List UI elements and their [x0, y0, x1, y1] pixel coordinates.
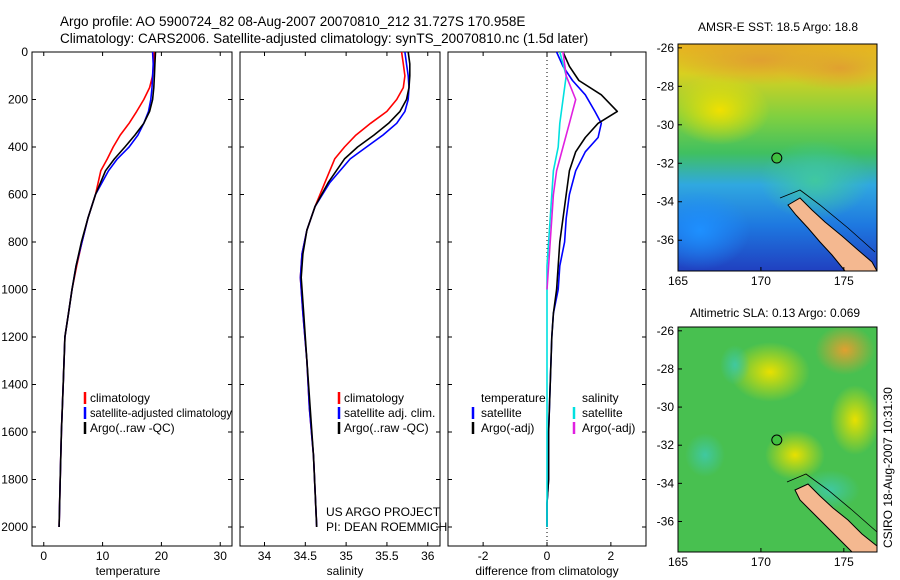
difference-legend: temperature satellite Argo(-adj) salinit… — [471, 391, 635, 435]
depth-tick-label: 1200 — [1, 330, 28, 344]
header-line-2: Climatology: CARS2006. Satellite-adjuste… — [60, 31, 588, 46]
map-lon-label: 170 — [751, 555, 771, 569]
depth-axis-ticks: 0 200 400 600 800 1000 1200 1400 1600 1800 2000 — [1, 45, 232, 534]
legend-label-temp-satellite: satellite — [481, 406, 522, 420]
sst-map-ticks: 165 170 175 -26 -28 -30 -32 -34 -36 — [657, 41, 855, 288]
x-tick-label: 36 — [421, 549, 435, 563]
series-line-salinity-argo-adj — [546, 51, 577, 290]
legend-title-salinity: salinity — [582, 391, 619, 405]
x-tick-label: 0 — [544, 549, 551, 563]
series-line-argo-raw-qc — [300, 51, 411, 528]
salinity-axes-frame — [239, 51, 441, 547]
project-annotation: US ARGO PROJECT — [326, 505, 441, 519]
sst-map-frame — [677, 43, 878, 272]
legend-label-climatology: climatology — [344, 391, 404, 405]
map-lat-label: -30 — [657, 400, 675, 414]
x-tick-label: 0 — [40, 549, 47, 563]
x-tick-label: 35 — [339, 549, 353, 563]
map-lat-label: -26 — [657, 324, 675, 338]
legend-label-sal-satellite: satellite — [582, 406, 623, 420]
map-lat-label: -32 — [657, 438, 675, 452]
temperature-axes-frame — [31, 51, 233, 547]
x-tick-label: 10 — [96, 549, 110, 563]
map-lat-label: -36 — [657, 514, 675, 528]
x-tick-label: 2 — [608, 549, 615, 563]
legend-title-temperature: temperature — [481, 391, 546, 405]
sla-map-frame — [677, 326, 878, 553]
depth-tick-label: 200 — [8, 93, 28, 107]
x-tick-label: 34 — [258, 549, 272, 563]
difference-depth-ticks — [448, 51, 646, 528]
map-lon-label: 175 — [834, 555, 854, 569]
map-lat-label: -26 — [657, 41, 675, 55]
temperature-panel: 0 200 400 600 800 1000 1200 1400 1600 1800 2000 0 1… — [1, 45, 233, 578]
legend-label-temp-argo: Argo(-adj) — [481, 421, 534, 435]
sla-map-ticks: 165 170 175 -26 -28 -30 -32 -34 -36 — [657, 324, 855, 569]
map-lat-label: -32 — [657, 156, 675, 170]
sla-map-field — [678, 327, 877, 552]
depth-tick-label: 1800 — [1, 473, 28, 487]
depth-tick-label: 2000 — [1, 520, 28, 534]
sla-map-title: Altimetric SLA: 0.13 Argo: 0.069 — [690, 306, 860, 320]
map-lat-label: -34 — [657, 195, 675, 209]
legend-label-argo: Argo(..raw -QC) — [90, 421, 175, 435]
difference-series — [546, 51, 619, 527]
x-tick-label: -2 — [478, 549, 489, 563]
sst-map-field — [678, 44, 877, 271]
x-tick-label: 20 — [155, 549, 169, 563]
map-lon-label: 165 — [668, 274, 688, 288]
legend-label-climatology: climatology — [90, 391, 150, 405]
salinity-axis-ticks: 34 34.5 35 35.5 36 — [258, 52, 435, 563]
sla-map-panel: Altimetric SLA: 0.13 Argo: 0.069 165 170 1… — [657, 306, 878, 569]
depth-tick-label: 1400 — [1, 378, 28, 392]
x-tick-label: 34.5 — [294, 549, 318, 563]
temperature-axis-label: temperature — [96, 564, 161, 578]
legend-label-argo: Argo(..raw -QC) — [344, 421, 429, 435]
depth-tick-label: 800 — [8, 235, 28, 249]
salinity-axis-label: salinity — [327, 564, 364, 578]
map-lat-label: -28 — [657, 79, 675, 93]
header-line-1: Argo profile: AO 5900724_82 08-Aug-2007 … — [60, 14, 525, 29]
legend-label-satellite: satellite adj. clim. — [344, 406, 435, 420]
depth-tick-label: 400 — [8, 140, 28, 154]
depth-tick-label: 1600 — [1, 425, 28, 439]
map-lon-label: 175 — [834, 274, 854, 288]
map-lat-label: -36 — [657, 233, 675, 247]
x-tick-label: 30 — [214, 549, 228, 563]
sst-map-panel: AMSR-E SST: 18.5 Argo: 18.8 165 170 175 -26… — [657, 20, 878, 288]
temperature-series — [58, 51, 157, 528]
difference-axis-label: difference from climatology — [475, 564, 618, 578]
pi-annotation: PI: DEAN ROEMMICH — [326, 520, 447, 534]
x-tick-label: 35.5 — [375, 549, 399, 563]
legend-label-sal-argo: Argo(-adj) — [582, 421, 635, 435]
sst-map-title: AMSR-E SST: 18.5 Argo: 18.8 — [698, 20, 858, 34]
side-timestamp: CSIRO 18-Aug-2007 10:31:30 — [881, 387, 895, 548]
salinity-depth-ticks — [240, 51, 440, 528]
profile-location-marker — [771, 152, 783, 164]
salinity-panel: 34 34.5 35 35.5 36 salinity climatology sate… — [239, 51, 447, 578]
salinity-series — [299, 51, 411, 528]
depth-tick-label: 1000 — [1, 283, 28, 297]
salinity-legend: climatology satellite adj. clim. Argo(..… — [337, 391, 435, 435]
temperature-legend: climatology satellite-adjusted climatolo… — [83, 391, 232, 435]
map-lon-label: 165 — [668, 555, 688, 569]
series-line-salinity-satellite — [546, 51, 568, 527]
map-lon-label: 170 — [751, 274, 771, 288]
map-lat-label: -34 — [657, 476, 675, 490]
series-line-argo-raw-qc — [58, 51, 157, 528]
series-line-temperature-argo-adj — [546, 51, 619, 527]
map-lat-label: -30 — [657, 118, 675, 132]
profile-location-marker — [771, 434, 783, 446]
legend-label-satellite: satellite-adjusted climatology — [90, 406, 232, 420]
map-lat-label: -28 — [657, 362, 675, 376]
depth-tick-label: 0 — [21, 45, 28, 59]
difference-panel: -2 0 2 difference from climatology tempera… — [447, 51, 647, 578]
temperature-axis-ticks: 0 10 20 30 — [40, 52, 227, 563]
depth-tick-label: 600 — [8, 188, 28, 202]
